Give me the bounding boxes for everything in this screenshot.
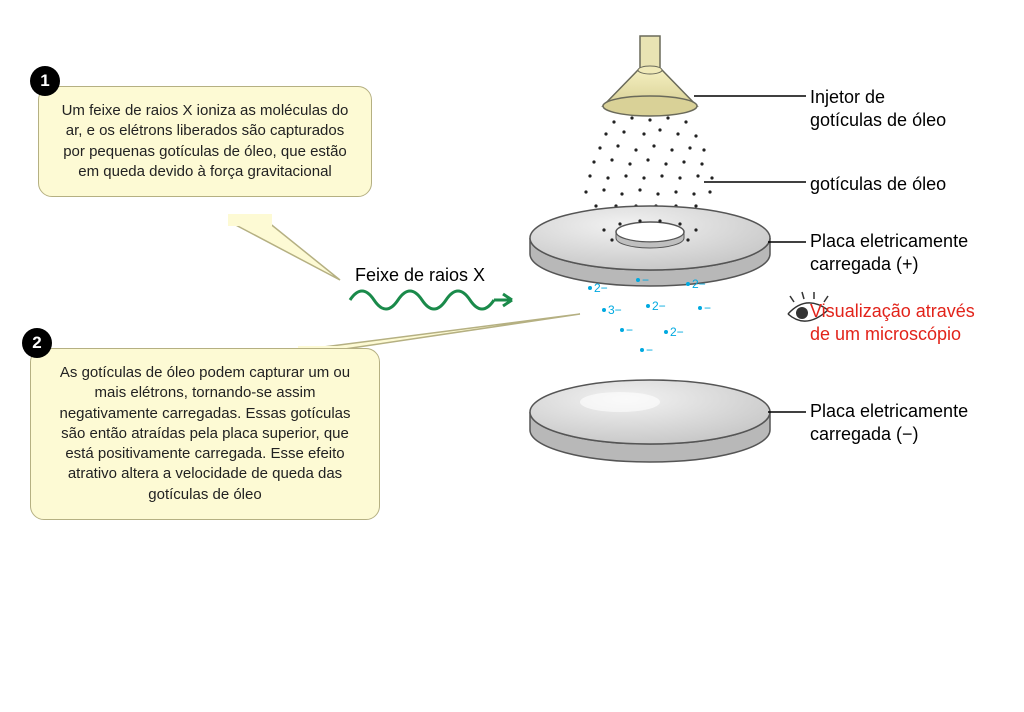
svg-text:−: − (646, 343, 653, 357)
droplets-dots (584, 116, 713, 207)
svg-text:2−: 2− (594, 281, 608, 295)
callout-1-badge: 1 (30, 66, 60, 96)
callout-2-text: As gotículas de óleo podem capturar um o… (60, 364, 351, 503)
svg-text:2−: 2− (670, 325, 684, 339)
lbl-injector: Injetor de gotículas de óleo (810, 86, 946, 131)
svg-text:−: − (626, 323, 633, 337)
injector-mouth (603, 96, 697, 116)
callout-1-text: Um feixe de raios X ioniza as moléculas … (62, 102, 349, 180)
callout-2-badge: 2 (22, 328, 52, 358)
lbl-top-plate: Placa eletricamente carregada (+) (810, 230, 968, 275)
callout-2-tail (300, 314, 580, 350)
bottom-plate-top (530, 380, 770, 444)
xray-label: Feixe de raios X (355, 265, 485, 286)
svg-text:3−: 3− (608, 303, 622, 317)
svg-text:2−: 2− (692, 277, 706, 291)
lbl-droplets: gotículas de óleo (810, 173, 946, 196)
lbl-bot-plate: Placa eletricamente carregada (−) (810, 400, 968, 445)
svg-text:−: − (642, 273, 649, 287)
svg-text:2−: 2− (652, 299, 666, 313)
xray-wave (350, 291, 494, 309)
callout-1-tail (230, 222, 340, 280)
callout-2: As gotículas de óleo podem capturar um o… (30, 348, 380, 520)
lbl-eye: Visualização através de um microscópio (810, 300, 975, 345)
svg-text:−: − (704, 301, 711, 315)
callout-1: Um feixe de raios X ioniza as moléculas … (38, 86, 372, 197)
xray-arrow (494, 294, 512, 306)
